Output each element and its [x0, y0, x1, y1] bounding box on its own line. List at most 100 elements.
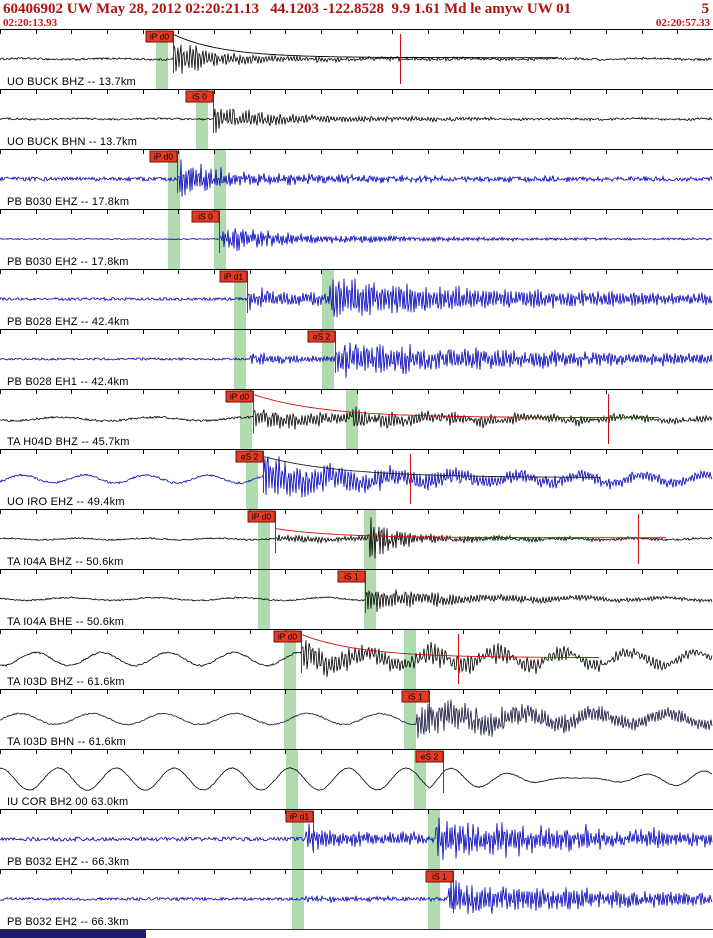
waveform-canvas[interactable]: iS 1	[0, 869, 713, 929]
seismogram-trace[interactable]	[0, 589, 713, 613]
phase-pick-flag[interactable]: eS 2	[235, 450, 264, 493]
phase-pick-flag[interactable]: eS 2	[415, 750, 444, 793]
phase-flag-box[interactable]	[273, 630, 302, 643]
time-ruler	[0, 89, 713, 94]
phase-pick-flag[interactable]: iP d0	[273, 630, 302, 673]
seismogram-trace[interactable]	[0, 342, 713, 378]
waveform-canvas[interactable]: iP d0	[0, 629, 713, 689]
seismogram-trace[interactable]	[0, 817, 713, 861]
phase-pick-flag[interactable]: iS 0	[185, 90, 214, 133]
phase-pick-flag[interactable]: iP d0	[149, 150, 178, 193]
phase-pick-flag[interactable]: iP d1	[219, 270, 248, 313]
arrival-window-band	[364, 509, 376, 569]
phase-flag-box[interactable]	[191, 210, 220, 223]
trace-row[interactable]: iP d0 TA I03D BHZ -- 61.6km	[0, 629, 713, 689]
phase-flag-box[interactable]	[415, 750, 444, 763]
arrival-window-band	[284, 629, 296, 689]
waveform-canvas[interactable]: iP d1	[0, 809, 713, 869]
phase-flag-box[interactable]	[185, 90, 214, 103]
trace-row[interactable]: iP d0 UO BUCK BHZ -- 13.7km	[0, 29, 713, 89]
station-label: TA H04D BHZ -- 45.7km	[7, 436, 130, 448]
trace-row[interactable]: iP d1 PB B028 EHZ -- 42.4km	[0, 269, 713, 329]
trace-row[interactable]: iP d0 TA I04A BHZ -- 50.6km	[0, 509, 713, 569]
arrival-window-band	[404, 689, 416, 749]
phase-flag-box[interactable]	[149, 150, 178, 163]
seismogram-trace[interactable]	[0, 880, 713, 915]
seismogram-trace[interactable]	[0, 228, 713, 251]
seismogram-trace[interactable]	[0, 108, 713, 133]
seismogram-trace[interactable]	[0, 159, 713, 197]
phase-label: iS 1	[344, 572, 359, 582]
phase-flag-box[interactable]	[219, 270, 248, 283]
waveform-canvas[interactable]: iP d0	[0, 389, 713, 449]
phase-pick-flag[interactable]: iS 1	[337, 570, 366, 613]
trace-row[interactable]: iS 1 TA I03D BHN -- 61.6km	[0, 689, 713, 749]
time-ruler	[0, 809, 713, 814]
trace-row[interactable]: eS 2 PB B028 EH1 -- 42.4km	[0, 329, 713, 389]
phase-flag-box[interactable]	[285, 810, 314, 823]
trace-row[interactable]: iP d0 TA H04D BHZ -- 45.7km	[0, 389, 713, 449]
waveform-canvas[interactable]: iS 0	[0, 209, 713, 269]
station-label: PB B032 EHZ -- 66.3km	[7, 856, 130, 868]
trace-row[interactable]: eS 2 UO IRO EHZ -- 49.4km	[0, 449, 713, 509]
waveform-canvas[interactable]: iP d0	[0, 149, 713, 209]
arrival-window-band	[292, 869, 304, 929]
trace-row[interactable]: iS 0 UO BUCK BHN -- 13.7km	[0, 89, 713, 149]
seismogram-trace[interactable]	[0, 406, 713, 430]
phase-pick-flag[interactable]: iS 1	[425, 870, 454, 913]
phase-flag-box[interactable]	[337, 570, 366, 583]
time-ruler	[0, 269, 713, 274]
seismogram-trace[interactable]	[0, 767, 713, 791]
time-ruler	[0, 29, 713, 34]
station-label: TA I04A BHE -- 50.6km	[7, 616, 125, 628]
waveform-canvas[interactable]: iP d1	[0, 269, 713, 329]
event-summary-text: 60406902 UW May 28, 2012 02:20:21.13 44.…	[3, 1, 572, 17]
waveform-canvas[interactable]: eS 2	[0, 329, 713, 389]
waveform-canvas[interactable]: iS 1	[0, 569, 713, 629]
time-ruler	[0, 209, 713, 214]
seismogram-trace[interactable]	[0, 517, 713, 559]
waveform-canvas[interactable]: iP d0	[0, 509, 713, 569]
phase-pick-flag[interactable]: iP d0	[145, 30, 174, 73]
trace-row[interactable]: eS 2 IU COR BH2 00 63.0km	[0, 749, 713, 809]
phase-pick-flag[interactable]: eS 2	[307, 330, 336, 373]
trace-row[interactable]: iS 1 PB B032 EH2 -- 66.3km	[0, 869, 713, 929]
phase-flag-box[interactable]	[425, 870, 454, 883]
waveform-canvas[interactable]: iS 1	[0, 689, 713, 749]
phase-label: iP d0	[154, 152, 173, 162]
phase-flag-box[interactable]	[235, 450, 264, 463]
phase-pick-flag[interactable]: iS 0	[191, 210, 220, 253]
seismogram-trace[interactable]	[0, 278, 713, 318]
seismogram-trace[interactable]	[0, 456, 713, 498]
phase-flag-box[interactable]	[401, 690, 430, 703]
phase-pick-flag[interactable]: iP d1	[285, 810, 314, 853]
phase-flag-box[interactable]	[225, 390, 254, 403]
coda-decay-envelope	[263, 456, 600, 478]
phase-flag-box[interactable]	[145, 30, 174, 43]
window-start-time: 02:20:13.93	[3, 17, 58, 29]
waveform-canvas[interactable]: iP d0	[0, 29, 713, 89]
arrival-window-band	[156, 29, 168, 89]
seismogram-trace[interactable]	[0, 699, 713, 738]
phase-pick-flag[interactable]: iP d0	[247, 510, 276, 553]
waveform-canvas[interactable]: iS 0	[0, 89, 713, 149]
waveform-canvas[interactable]: eS 2	[0, 749, 713, 809]
trace-row[interactable]: iS 0 PB B030 EH2 -- 17.8km	[0, 209, 713, 269]
seismogram-trace[interactable]	[0, 44, 712, 74]
phase-label: iP d1	[290, 812, 309, 822]
trace-panel: iP d0 UO BUCK BHZ -- 13.7km iS 0 UO BUCK BH…	[0, 29, 713, 929]
phase-pick-flag[interactable]: iS 1	[401, 690, 430, 733]
trace-row[interactable]: iS 1 TA I04A BHE -- 50.6km	[0, 569, 713, 629]
phase-pick-flag[interactable]: iP d0	[225, 390, 254, 433]
station-label: TA I04A BHZ -- 50.6km	[7, 556, 124, 568]
time-ruler	[0, 689, 713, 694]
trace-row[interactable]: iP d1 PB B032 EHZ -- 66.3km	[0, 809, 713, 869]
phase-label: iS 1	[432, 872, 447, 882]
phase-label: eS 2	[421, 752, 439, 762]
waveform-canvas[interactable]: eS 2	[0, 449, 713, 509]
station-label: PB B028 EH1 -- 42.4km	[7, 376, 129, 388]
phase-flag-box[interactable]	[307, 330, 336, 343]
phase-flag-box[interactable]	[247, 510, 276, 523]
seismogram-trace[interactable]	[0, 640, 713, 677]
trace-row[interactable]: iP d0 PB B030 EHZ -- 17.8km	[0, 149, 713, 209]
